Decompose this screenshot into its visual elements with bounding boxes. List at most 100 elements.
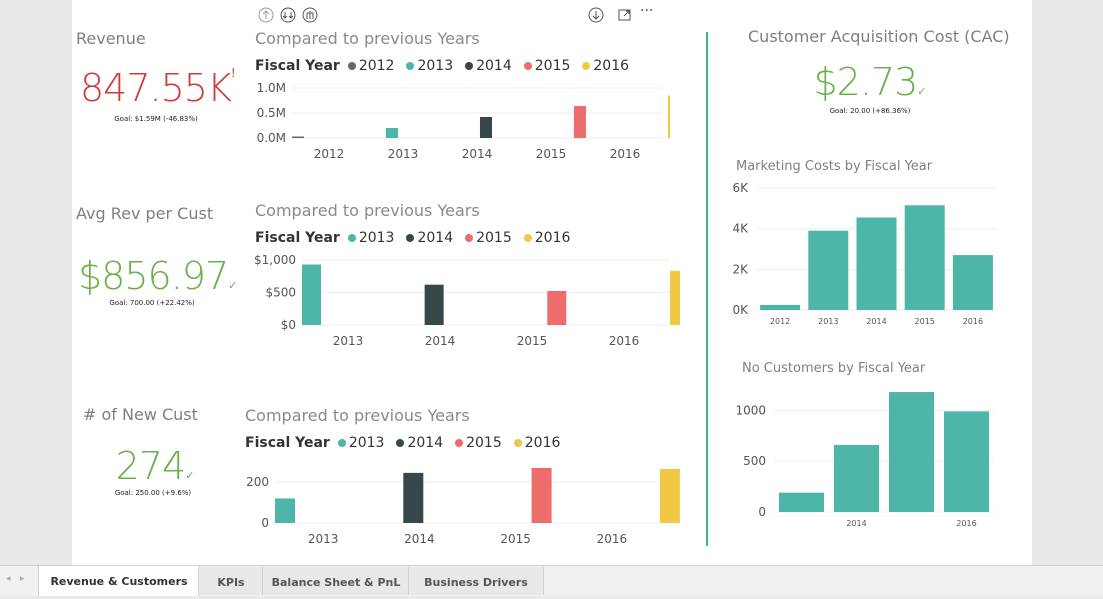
bar-2013[interactable] [808, 230, 849, 310]
y-tick-label: $0 [281, 318, 296, 332]
new-cust-check-icon: ✓ [185, 469, 195, 482]
avg-rev-goal: Goal: 700.00 (+22.42%) [109, 299, 195, 307]
bar-2013[interactable] [385, 128, 398, 138]
bar-2015[interactable] [889, 392, 934, 512]
y-tick-label: 500 [743, 454, 766, 468]
avg-rev-compare-legend: Fiscal Year 2013 2014 2015 2016 [255, 230, 582, 246]
x-tick-label: 2015 [536, 147, 567, 161]
avg-rev-compare-chart: $0 $500 $1,000 2013 2014 2015 2016 [254, 253, 680, 348]
drill-down-icon[interactable] [588, 7, 604, 26]
bar-2012[interactable] [292, 136, 304, 139]
y-tick-label: 6K [732, 181, 749, 195]
bar-2016[interactable] [669, 270, 680, 325]
legend-title: Fiscal Year [245, 435, 330, 451]
revenue-value: 847.55K [80, 66, 232, 110]
x-tick-label: 2014 [404, 532, 435, 546]
previous-page-icon[interactable]: ◂ [6, 574, 11, 584]
legend-item-2016[interactable]: 2016 [582, 58, 629, 74]
revenue-compare-legend: Fiscal Year 2012 2013 2014 2015 2016 [255, 58, 641, 74]
bar-2015[interactable] [904, 205, 945, 310]
y-tick-label: 2K [732, 262, 749, 276]
x-tick-label: 2012 [314, 147, 345, 161]
expand-hierarchy-icon[interactable] [302, 7, 318, 26]
marketing-costs-title: Marketing Costs by Fiscal Year [736, 159, 933, 174]
bar-2015[interactable] [531, 467, 552, 523]
bar-2013[interactable] [779, 492, 824, 512]
x-tick-label: 2013 [388, 147, 419, 161]
revenue-warning-icon: ! [230, 66, 236, 80]
bar-2015[interactable] [573, 106, 586, 138]
legend-item-2015[interactable]: 2015 [465, 230, 512, 246]
x-tick-label: 2012 [770, 317, 790, 326]
revenue-goal: Goal: $1.59M (-46.83%) [114, 115, 198, 123]
bar-2013[interactable] [302, 264, 321, 325]
tab-business-drivers[interactable]: Business Drivers [408, 567, 544, 595]
x-tick-label: 2015 [915, 317, 935, 326]
x-tick-label: 2016 [956, 519, 976, 528]
bar-2016[interactable] [667, 95, 670, 139]
bar-2014[interactable] [834, 444, 879, 512]
tab-revenue-customers[interactable]: Revenue & Customers [38, 566, 200, 596]
legend-item-2014[interactable]: 2014 [396, 435, 443, 451]
bar-2014[interactable] [424, 284, 444, 325]
x-tick-label: 2015 [517, 334, 548, 348]
y-tick-label: $1,000 [254, 253, 296, 267]
tab-kpis[interactable]: KPIs [198, 567, 264, 595]
x-tick-label: 2016 [597, 532, 628, 546]
revenue-compare-chart: 0.0M 0.5M 1.0M 2012 2013 2014 2015 2016 [257, 81, 670, 161]
bar-2012[interactable] [760, 304, 801, 310]
new-cust-compare-title: Compared to previous Years [245, 406, 470, 425]
bar-2013[interactable] [275, 498, 295, 523]
tab-balance-sheet-pnl[interactable]: Balance Sheet & PnL [262, 567, 410, 595]
revenue-title: Revenue [76, 29, 146, 48]
legend-item-2016[interactable]: 2016 [523, 230, 570, 246]
legend-item-2014[interactable]: 2014 [406, 230, 453, 246]
bar-2016[interactable] [659, 468, 680, 523]
drill-up-icon[interactable] [258, 7, 274, 26]
bar-2016[interactable] [952, 255, 993, 310]
bar-2014[interactable] [479, 117, 492, 138]
legend-item-2014[interactable]: 2014 [465, 58, 512, 74]
y-tick-label: 1000 [735, 403, 766, 417]
revenue-kpi-card: 847.55K! [80, 66, 236, 110]
x-tick-label: 2014 [866, 317, 886, 326]
new-cust-value: 274 [115, 444, 187, 488]
x-tick-label: 2015 [500, 532, 531, 546]
cac-kpi-card: $2.73✓ [790, 60, 950, 104]
bar-2016[interactable] [944, 411, 989, 512]
bar-2014[interactable] [403, 472, 424, 523]
legend-item-2013[interactable]: 2013 [337, 435, 384, 451]
legend-item-2012[interactable]: 2012 [347, 58, 394, 74]
bar-2015[interactable] [547, 290, 567, 325]
focus-mode-icon[interactable] [617, 7, 633, 26]
x-tick-label: 2013 [818, 317, 838, 326]
x-tick-label: 2016 [609, 334, 640, 348]
legend-item-2013[interactable]: 2013 [406, 58, 453, 74]
drill-down-all-icon[interactable] [280, 7, 296, 26]
y-tick-label: 0 [758, 505, 766, 519]
next-page-icon[interactable]: ▸ [20, 574, 25, 584]
legend-item-2015[interactable]: 2015 [523, 58, 570, 74]
avg-rev-check-icon: ✓ [228, 279, 238, 292]
new-cust-compare-chart: 0 200 2013 2014 2015 2016 [246, 467, 680, 546]
x-tick-label: 2013 [308, 532, 339, 546]
x-tick-label: 2013 [333, 334, 364, 348]
new-cust-compare-legend: Fiscal Year 2013 2014 2015 2016 [245, 435, 572, 451]
cac-check-icon: ✓ [917, 85, 927, 98]
y-tick-label: 1.0M [257, 81, 286, 95]
section-divider [706, 32, 708, 546]
legend-item-2016[interactable]: 2016 [513, 435, 560, 451]
x-tick-label: 2016 [610, 147, 641, 161]
avg-rev-kpi-card: $856.97✓ [78, 254, 237, 298]
avg-rev-compare-title: Compared to previous Years [255, 201, 480, 220]
bar-2014[interactable] [856, 217, 897, 310]
legend-item-2013[interactable]: 2013 [347, 230, 394, 246]
legend-item-2015[interactable]: 2015 [455, 435, 502, 451]
x-tick-label: 2014 [425, 334, 456, 348]
avg-rev-title: Avg Rev per Cust [76, 204, 214, 223]
no-customers-chart: 0 500 1000 2014 2016 [735, 392, 994, 528]
y-tick-label: 0 [261, 516, 269, 530]
marketing-costs-chart: 0K 2K 4K 6K 2012 2013 2014 2015 2016 [732, 181, 997, 326]
more-options-icon[interactable]: ··· [640, 3, 654, 19]
x-tick-label: 2014 [846, 519, 866, 528]
